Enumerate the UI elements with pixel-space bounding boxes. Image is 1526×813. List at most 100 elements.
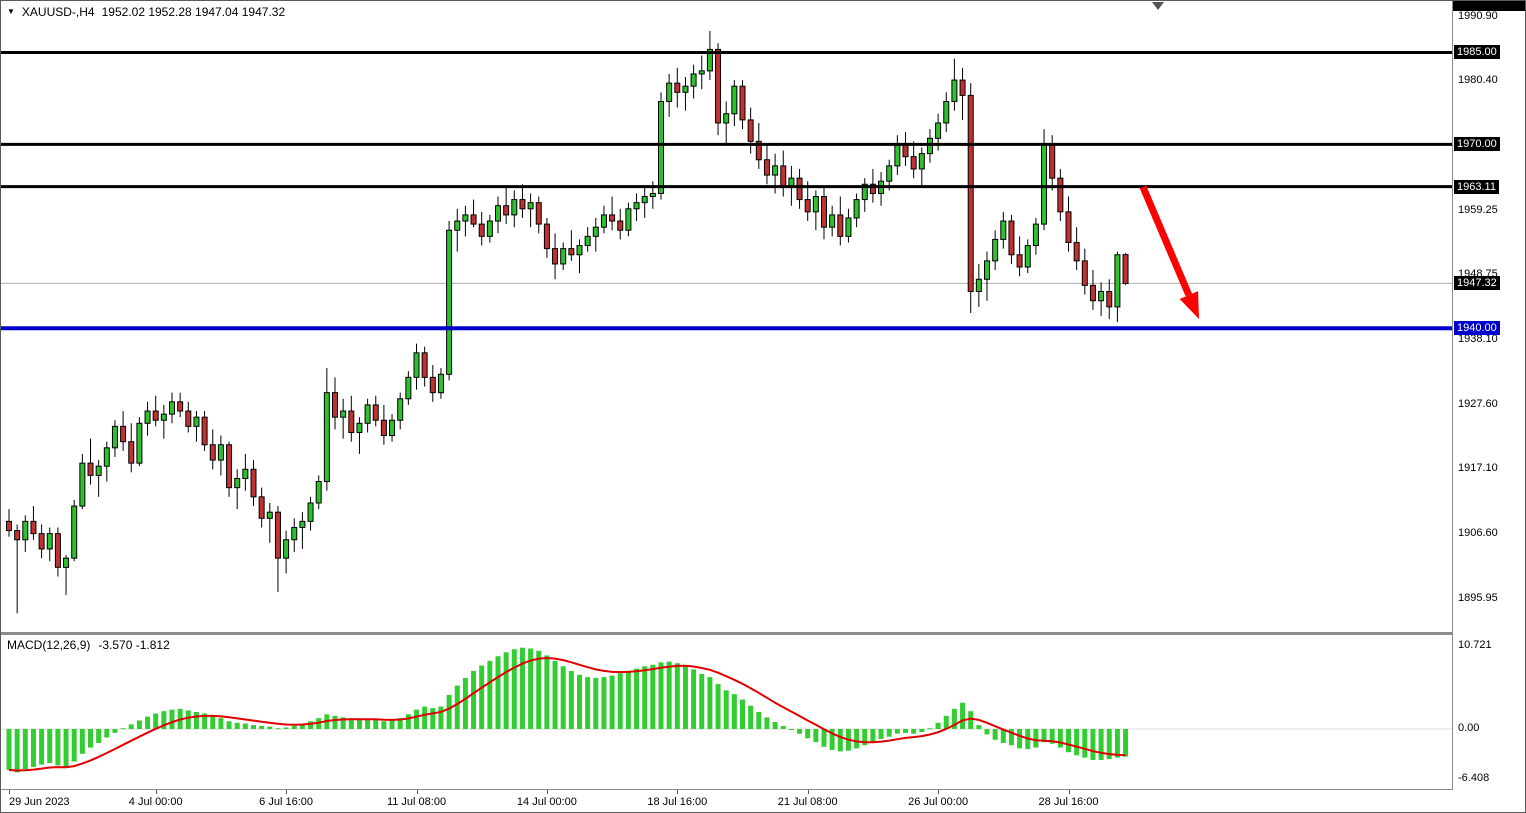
candle-up	[772, 165, 779, 176]
candle-down	[14, 530, 21, 541]
macd-histogram-bar	[39, 728, 45, 765]
macd-name: MACD(12,26,9)	[7, 638, 91, 652]
macd-histogram-bar	[88, 728, 93, 748]
candle-up	[625, 208, 632, 231]
macd-histogram-bar	[299, 723, 305, 729]
candle-up	[682, 85, 689, 93]
macd-histogram-bar	[14, 728, 20, 773]
price-axis-tick: 1980.40	[1458, 74, 1498, 87]
macd-histogram-bar	[202, 713, 208, 729]
time-axis-tick-mark	[286, 790, 288, 794]
macd-histogram-bar	[6, 728, 12, 771]
macd-histogram-bar	[365, 718, 371, 729]
candle-up	[706, 48, 713, 72]
candle-up	[723, 113, 730, 124]
candle-up	[242, 468, 249, 479]
macd-histogram-bar	[454, 685, 460, 729]
macd-histogram-bar	[1000, 728, 1006, 743]
trend-arrow-line[interactable]	[1139, 185, 1193, 297]
candle-down	[715, 48, 722, 124]
candle-down	[739, 85, 746, 121]
macd-histogram-bar	[935, 722, 941, 729]
macd-histogram-bar	[813, 728, 819, 743]
macd-histogram-bar	[927, 728, 933, 730]
macd-histogram-bar	[519, 647, 525, 729]
time-axis-tick-mark	[1068, 790, 1070, 794]
price-axis[interactable]: 1990.90 1980.40 1959.25 1948.75 1938.10 1927.…	[1452, 1, 1525, 790]
macd-histogram-bar	[55, 728, 61, 766]
macd-histogram-bar	[715, 684, 721, 729]
candle-up	[71, 505, 78, 559]
macd-histogram-bar	[682, 665, 688, 729]
macd-histogram-bar	[356, 719, 362, 729]
candle-down	[1106, 291, 1113, 308]
candle-down	[6, 520, 12, 532]
candle-up	[283, 539, 290, 559]
candle-down	[274, 511, 281, 559]
macd-histogram-bar	[951, 708, 957, 729]
trend-arrow-head[interactable]	[1179, 291, 1199, 319]
macd-histogram-bar	[22, 728, 28, 770]
macd-histogram-bar	[169, 709, 175, 729]
macd-histogram-bar	[422, 706, 428, 729]
macd-axis-tick: -6.408	[1458, 772, 1490, 785]
macd-histogram-bar	[185, 710, 191, 729]
time-axis-tick-mark	[546, 790, 548, 794]
macd-histogram-bar	[764, 717, 770, 729]
macd-histogram-bar	[984, 728, 990, 735]
candle-up	[79, 462, 86, 507]
candle-down	[519, 199, 526, 210]
macd-histogram-bar	[1033, 728, 1039, 748]
macd-histogram-bar	[976, 725, 982, 729]
macd-histogram-bar	[1123, 728, 1129, 757]
candle-down	[796, 177, 803, 201]
macd-histogram-bar	[1049, 728, 1055, 744]
candle-down	[38, 533, 45, 550]
candle-down	[902, 143, 909, 158]
candle-up	[495, 205, 501, 222]
price-axis-tick: 1895.95	[1458, 591, 1498, 604]
macd-histogram-bar	[242, 723, 248, 729]
candle-up	[437, 373, 444, 394]
candle-up	[462, 214, 469, 222]
time-axis-label: 4 Jul 00:00	[128, 796, 183, 808]
time-axis[interactable]: 29 Jun 2023 4 Jul 00:00 6 Jul 16:00 11 Jul …	[1, 790, 1525, 812]
time-axis-label: 14 Jul 00:00	[516, 796, 577, 808]
candle-up	[234, 477, 241, 489]
candle-up	[413, 352, 420, 378]
macd-histogram-bar	[462, 677, 468, 729]
candle-up	[323, 392, 330, 483]
price-chart-svg[interactable]	[1, 1, 1452, 632]
macd-histogram-bar	[71, 728, 77, 762]
candle-down	[209, 444, 216, 461]
macd-histogram-bar	[1098, 728, 1104, 760]
macd-histogram-bar	[47, 728, 53, 764]
macd-histogram-bar	[446, 694, 452, 729]
candle-down	[250, 468, 257, 498]
candle-down	[763, 159, 770, 176]
macd-histogram-bar	[854, 728, 860, 749]
time-axis-label: 18 Jul 16:00	[647, 796, 708, 808]
symbol-dropdown-icon[interactable]: ▼	[7, 7, 15, 16]
candle-down	[201, 416, 208, 446]
candle-down	[380, 419, 387, 437]
candle-up	[975, 278, 982, 293]
macd-histogram-bar	[291, 725, 297, 729]
macd-histogram-bar	[1114, 728, 1120, 758]
candle-down	[869, 183, 876, 194]
ohlc-readout: 1952.02 1952.28 1947.04 1947.32	[101, 5, 286, 19]
price-level-badge: 1985.00	[1454, 45, 1500, 60]
candle-up	[926, 137, 933, 155]
macd-histogram-bar	[193, 711, 199, 729]
candle-up	[1000, 220, 1007, 240]
pane-separator[interactable]	[1, 632, 1525, 635]
candle-down	[967, 94, 974, 293]
axis-top-marker	[1453, 1, 1525, 11]
macd-chart-svg[interactable]	[1, 635, 1452, 789]
macd-histogram-bar	[772, 722, 778, 729]
candle-up	[1098, 291, 1105, 302]
time-axis-tick-mark	[9, 790, 10, 794]
candle-up	[584, 235, 591, 247]
chart-shift-marker-icon[interactable]	[1152, 2, 1164, 10]
macd-histogram-bar	[634, 668, 640, 729]
